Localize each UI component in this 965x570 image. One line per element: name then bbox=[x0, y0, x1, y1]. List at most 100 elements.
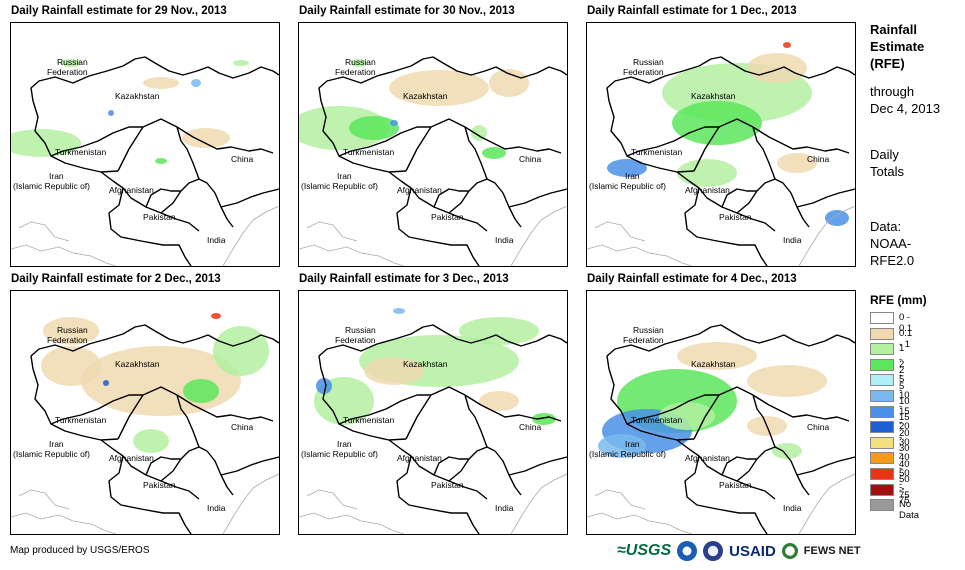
country-map: Russian Federation Kazakhstan Turkmenist… bbox=[299, 56, 567, 266]
title-line: Rainfall bbox=[870, 22, 917, 37]
rainfall-patch bbox=[489, 69, 529, 97]
rainfall-patch bbox=[389, 70, 489, 106]
legend-label: 40 - 50 bbox=[899, 452, 910, 486]
country-borders bbox=[606, 324, 855, 534]
label-iran-2: (Islamic Republic of) bbox=[589, 449, 666, 459]
rainfall-patch bbox=[182, 128, 230, 148]
label-iran-1: Iran bbox=[337, 439, 352, 449]
through-date: Dec 4, 2013 bbox=[870, 101, 941, 116]
rainfall-patch bbox=[41, 346, 101, 386]
label-pakistan: Pakistan bbox=[143, 480, 176, 490]
legend-swatch bbox=[870, 312, 894, 324]
map-frame: Russian Federation Kazakhstan Turkmenist… bbox=[10, 22, 280, 267]
label-china: China bbox=[231, 422, 253, 432]
map-panel-3: Daily Rainfall estimate for 1 Dec., 2013… bbox=[586, 5, 856, 267]
label-turkmenistan: Turkmenistan bbox=[55, 147, 106, 157]
label-india: India bbox=[207, 235, 226, 245]
coastlines bbox=[587, 205, 855, 266]
label-turkmenistan: Turkmenistan bbox=[55, 415, 106, 425]
map-panel-5: Daily Rainfall estimate for 3 Dec., 2013… bbox=[298, 273, 568, 535]
panel-title: Daily Rainfall estimate for 1 Dec., 2013 bbox=[587, 5, 797, 17]
label-kazakhstan: Kazakhstan bbox=[691, 359, 736, 369]
rainfall-patch bbox=[783, 42, 791, 48]
data-line: RFE2.0 bbox=[870, 253, 915, 268]
panel-title: Daily Rainfall estimate for 2 Dec., 2013 bbox=[11, 273, 221, 285]
label-russia-1: Russian bbox=[633, 325, 664, 335]
label-india: India bbox=[783, 503, 802, 513]
rainfall-patch bbox=[459, 317, 539, 345]
legend-label: 50 - 75 bbox=[899, 467, 910, 501]
rainfall-patch bbox=[677, 159, 737, 187]
legend-swatch bbox=[870, 499, 894, 512]
legend-label: 2 - 5 bbox=[899, 358, 905, 392]
rainfall-patch bbox=[349, 116, 399, 140]
map-frame: Russian Federation Kazakhstan Turkmenist… bbox=[10, 290, 280, 535]
rainfall-patch bbox=[747, 53, 807, 83]
rainfall-patch bbox=[364, 357, 424, 385]
label-afghanistan: Afghanistan bbox=[109, 185, 154, 195]
rainfall-patch bbox=[155, 158, 167, 164]
label-china: China bbox=[519, 422, 541, 432]
label-russia-1: Russian bbox=[345, 325, 376, 335]
label-pakistan: Pakistan bbox=[143, 212, 176, 222]
map-panel-1: Daily Rainfall estimate for 29 Nov., 201… bbox=[10, 5, 280, 267]
label-china: China bbox=[807, 422, 829, 432]
label-iran-1: Iran bbox=[337, 171, 352, 181]
label-india: India bbox=[495, 235, 514, 245]
legend-swatch bbox=[870, 452, 894, 465]
label-pakistan: Pakistan bbox=[719, 212, 752, 222]
label-turkmenistan: Turkmenistan bbox=[343, 147, 394, 157]
rainfall-patch bbox=[211, 313, 221, 319]
coastlines bbox=[11, 473, 279, 534]
daily-line: Daily bbox=[870, 147, 899, 162]
label-iran-1: Iran bbox=[625, 439, 640, 449]
rainfall-patch bbox=[103, 380, 109, 386]
coastlines bbox=[299, 205, 567, 266]
label-russia-1: Russian bbox=[57, 325, 88, 335]
label-china: China bbox=[231, 154, 253, 164]
label-pakistan: Pakistan bbox=[719, 480, 752, 490]
label-iran-1: Iran bbox=[625, 171, 640, 181]
country-map: Russian Federation Kazakhstan Turkmenist… bbox=[11, 313, 279, 534]
legend-swatch bbox=[870, 358, 894, 371]
country-map: Russian Federation Kazakhstan Turkmenist… bbox=[587, 324, 855, 534]
label-afghanistan: Afghanistan bbox=[397, 185, 442, 195]
label-india: India bbox=[207, 503, 226, 513]
rainfall-patch bbox=[143, 77, 179, 89]
fews-net-logo: FEWS NET bbox=[803, 545, 861, 557]
rainfall-patch bbox=[607, 159, 647, 177]
map-frame: Russian Federation Kazakhstan Turkmenist… bbox=[586, 22, 856, 267]
legend-swatch bbox=[870, 467, 894, 480]
legend-swatch bbox=[870, 343, 894, 356]
legend-label: 1 - 2 bbox=[899, 343, 905, 377]
rainfall-patch bbox=[133, 429, 169, 453]
sidebar-daily: Daily Totals bbox=[870, 146, 904, 180]
label-china: China bbox=[519, 154, 541, 164]
map-panel-4: Daily Rainfall estimate for 2 Dec., 2013… bbox=[10, 273, 280, 535]
rainfall-patch bbox=[825, 210, 849, 226]
rainfall-patch bbox=[479, 391, 519, 411]
legend-swatch bbox=[870, 327, 894, 340]
legend-label: 10 - 15 bbox=[899, 389, 910, 423]
rainfall-patch bbox=[213, 326, 269, 376]
legend-swatch bbox=[870, 483, 894, 496]
label-afghanistan: Afghanistan bbox=[685, 453, 730, 463]
label-pakistan: Pakistan bbox=[431, 480, 464, 490]
label-afghanistan: Afghanistan bbox=[685, 185, 730, 195]
label-turkmenistan: Turkmenistan bbox=[631, 415, 682, 425]
rainfall-patch bbox=[316, 378, 332, 394]
data-line: Data: bbox=[870, 219, 902, 234]
label-russia-1: Russian bbox=[345, 57, 376, 67]
coastlines bbox=[11, 205, 279, 266]
label-russia-2: Federation bbox=[335, 67, 376, 77]
rainfall-patch bbox=[351, 59, 367, 67]
data-line: NOAA- bbox=[870, 236, 912, 251]
label-russia-2: Federation bbox=[335, 335, 376, 345]
label-afghanistan: Afghanistan bbox=[397, 453, 442, 463]
logo-bar: ≈USGS USAID FEWS NET bbox=[617, 538, 861, 564]
rainfall-patch bbox=[598, 434, 646, 458]
legend-label: 0 - 0.1 bbox=[899, 312, 913, 334]
legend-swatch bbox=[870, 405, 894, 418]
sidebar-data-source: Data: NOAA- RFE2.0 bbox=[870, 218, 914, 269]
rainfall-patch bbox=[677, 342, 757, 370]
